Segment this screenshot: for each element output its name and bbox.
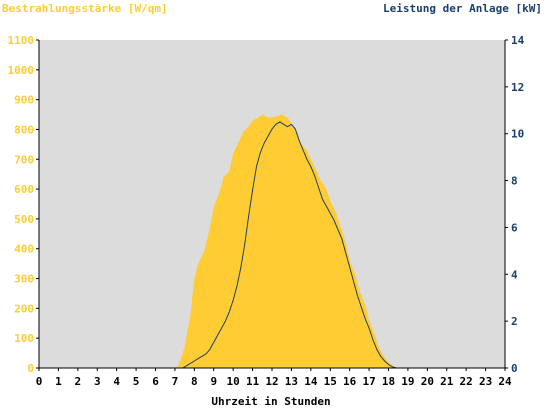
x-tick-label: 12 (265, 375, 278, 388)
right-tick-label: 8 (511, 175, 518, 188)
x-tick-label: 15 (324, 375, 337, 388)
x-tick-label: 4 (113, 375, 120, 388)
x-tick-label: 10 (227, 375, 240, 388)
left-tick-label: 200 (14, 302, 34, 315)
x-tick-label: 3 (94, 375, 101, 388)
x-tick-label: 23 (479, 375, 492, 388)
left-tick-label: 1100 (8, 34, 35, 47)
irradiance-area (39, 114, 505, 368)
left-tick-label: 0 (27, 362, 34, 375)
right-tick-label: 14 (511, 34, 525, 47)
right-tick-label: 4 (511, 268, 518, 281)
left-axis: 0 100 200 300 400 500 600 700 800 900 1000 1100 (8, 34, 40, 375)
left-tick-label: 800 (14, 123, 34, 136)
right-tick-label: 0 (511, 362, 518, 375)
right-tick-label: 2 (511, 315, 518, 328)
left-tick-label: 500 (14, 213, 34, 226)
left-tick-label: 600 (14, 183, 34, 196)
left-axis-title: Bestrahlungsstärke [W/qm] (2, 2, 168, 15)
x-tick-label: 1 (55, 375, 62, 388)
x-tick-label: 22 (460, 375, 473, 388)
x-tick-label: 21 (440, 375, 454, 388)
right-tick-label: 12 (511, 81, 524, 94)
power-line (39, 121, 505, 369)
left-tick-label: 400 (14, 243, 34, 256)
left-tick-label: 300 (14, 273, 34, 286)
x-axis-title: Uhrzeit in Stunden (211, 395, 330, 408)
x-tick-label: 7 (172, 375, 179, 388)
x-tick-label: 14 (304, 375, 318, 388)
x-tick-label: 24 (498, 375, 512, 388)
x-tick-label: 18 (382, 375, 395, 388)
right-tick-label: 6 (511, 221, 518, 234)
x-tick-label: 19 (401, 375, 414, 388)
x-tick-label: 0 (36, 375, 43, 388)
left-tick-label: 1000 (8, 64, 35, 77)
x-tick-label: 20 (421, 375, 434, 388)
left-tick-label: 100 (14, 332, 34, 345)
left-tick-label: 900 (14, 94, 34, 107)
right-tick-label: 10 (511, 128, 524, 141)
x-tick-label: 11 (246, 375, 260, 388)
x-tick-label: 9 (210, 375, 217, 388)
x-tick-label: 16 (343, 375, 357, 388)
x-tick-label: 13 (285, 375, 298, 388)
x-tick-label: 17 (362, 375, 375, 388)
x-tick-label: 8 (191, 375, 198, 388)
x-tick-label: 2 (75, 375, 82, 388)
left-tick-label: 700 (14, 153, 34, 166)
right-axis-title: Leistung der Anlage [kW] (383, 2, 542, 15)
x-axis: 0 1 2 3 4 5 6 7 8 9 10 11 12 13 14 15 16 17 18 19 20 21 22 23 24 (36, 367, 512, 388)
x-tick-label: 5 (133, 375, 140, 388)
right-axis: 0 2 4 6 8 10 12 14 (504, 34, 525, 375)
x-tick-label: 6 (152, 375, 159, 388)
